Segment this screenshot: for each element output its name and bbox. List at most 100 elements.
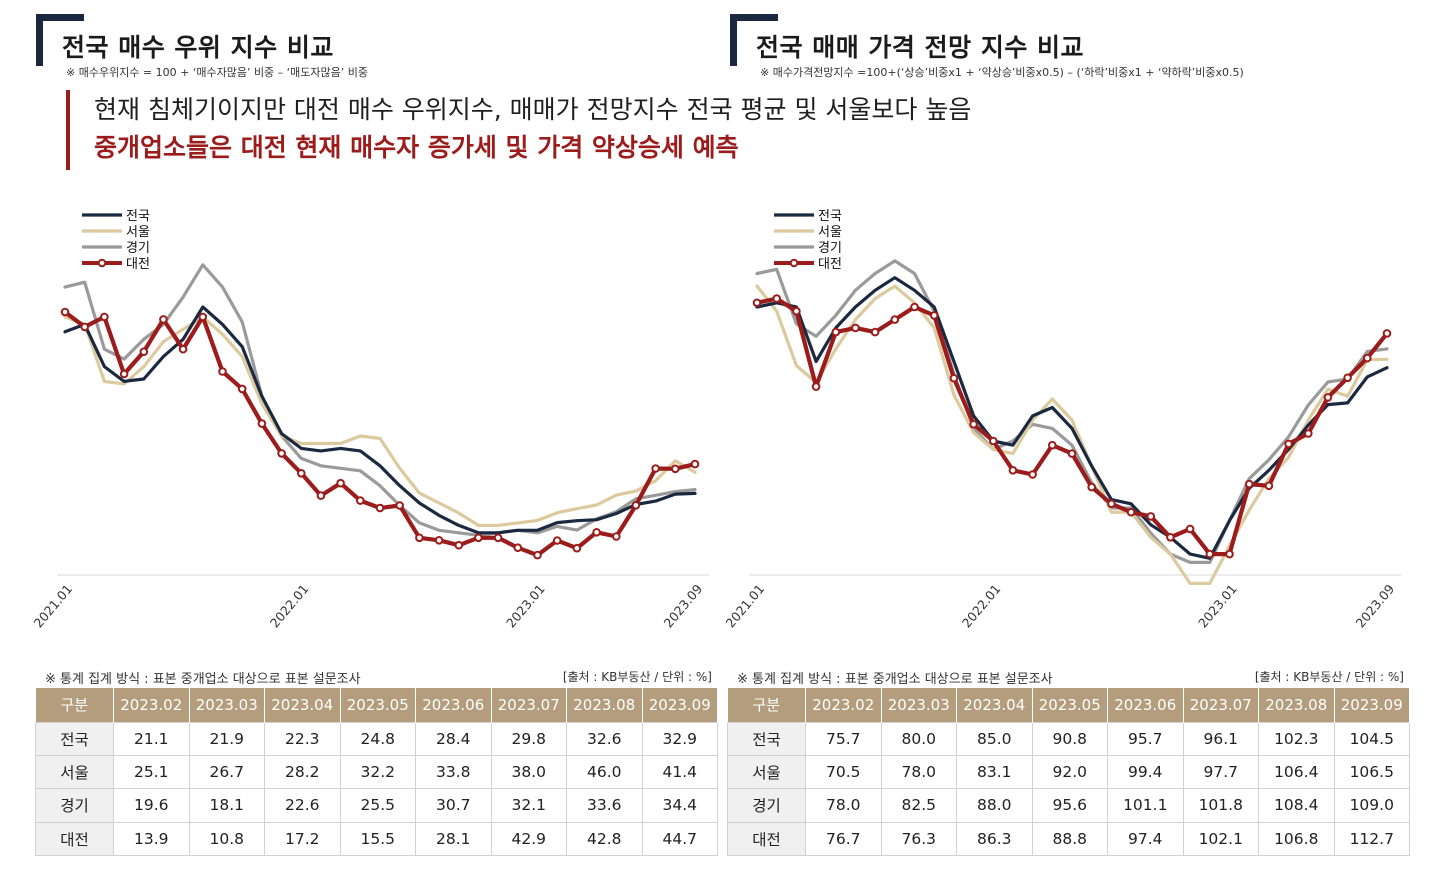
table-header-cell: 2023.04 [956, 688, 1033, 722]
table-cell: 26.7 [188, 754, 265, 790]
table-cell: 83.1 [956, 754, 1033, 790]
series-line-national [63, 305, 697, 535]
daejeon-point [1382, 329, 1392, 338]
legend-marker [97, 258, 107, 268]
table-cell: 42.9 [490, 821, 567, 857]
table-cell: 32.6 [566, 721, 643, 756]
table-header-cell: 2023.09 [642, 688, 718, 722]
daejeon-point [1284, 439, 1293, 449]
table-header-cell: 2023.07 [1183, 688, 1259, 722]
table-cell: 85.0 [956, 721, 1033, 756]
table-cell: 99.4 [1107, 754, 1184, 790]
table-cell: 95.6 [1031, 788, 1108, 823]
table-row: 서울 70.5 78.0 83.1 92.0 99.4 97.7 106.4 1… [727, 754, 1410, 790]
daejeon-point [851, 323, 860, 333]
table-cell: 86.3 [956, 821, 1033, 857]
table-meta: ※ 통계 집계 방식 : 표본 중개업소 대상으로 표본 설문조사 [출처 : … [35, 664, 718, 688]
daejeon-point [316, 491, 326, 500]
table-cell: 25.5 [339, 788, 416, 823]
daejeon-point [1225, 549, 1234, 559]
daejeon-point [375, 503, 385, 513]
table-row: 전국 75.7 80.0 85.0 90.8 95.7 96.1 102.3 1… [727, 721, 1410, 756]
table-cell: 46.0 [566, 754, 643, 790]
table-cell: 88.0 [956, 788, 1033, 823]
daejeon-point [1126, 507, 1136, 517]
table-header-cell: 구분 [35, 688, 114, 722]
table-cell: 95.7 [1107, 721, 1184, 756]
daejeon-point [969, 420, 978, 429]
right-chart-title: 전국 매매 가격 전망 지수 비교 [756, 33, 1085, 62]
table-header-cell: 2023.02 [805, 688, 882, 722]
x-tick-label: 2023.01 [503, 581, 548, 630]
daejeon-point [671, 464, 680, 474]
table-header-cell: 2023.05 [1032, 688, 1108, 722]
table-row-label: 전국 [35, 721, 114, 756]
table-cell: 102.3 [1258, 721, 1335, 756]
table-header-cell: 2023.07 [491, 688, 567, 722]
table-cell: 78.0 [880, 754, 957, 790]
daejeon-point [1087, 482, 1097, 492]
daejeon-point [811, 382, 821, 391]
daejeon-point [910, 302, 919, 312]
table-header-row: 구분 2023.02 2023.03 2023.04 2023.05 2023.… [35, 688, 718, 722]
daejeon-point [1166, 533, 1175, 542]
daejeon-point [1304, 429, 1313, 438]
legend-label: 대전 [126, 257, 150, 272]
corner-bracket-icon [730, 14, 778, 66]
table-cell: 28.1 [415, 821, 492, 857]
daejeon-point [690, 459, 700, 469]
table-row: 전국 21.1 21.9 22.3 24.8 28.4 29.8 32.6 32… [35, 721, 718, 756]
table-cell: 30.7 [415, 788, 492, 823]
legend-label: 대전 [818, 257, 842, 272]
table-cell: 108.4 [1258, 788, 1335, 823]
table-row-label: 대전 [35, 821, 114, 857]
table-source-note: [출처 : KB부동산 / 단위 : %] [1254, 670, 1404, 684]
daejeon-point [434, 536, 444, 545]
table-cell: 82.5 [880, 788, 957, 823]
table-cell: 32.2 [339, 754, 416, 790]
table-cell: 112.7 [1333, 821, 1410, 857]
daejeon-point [1244, 479, 1254, 489]
table-header-cell: 2023.09 [1334, 688, 1410, 722]
table-cell: 15.5 [339, 821, 416, 857]
series-line-gyeonggi [63, 263, 697, 537]
table-header-cell: 2023.06 [1107, 688, 1184, 722]
legend-label: 서울 [818, 225, 842, 240]
table-cell: 88.8 [1031, 821, 1108, 857]
daejeon-point [356, 496, 365, 505]
x-tick-label: 2023.09 [1353, 581, 1398, 630]
table-header-cell: 2023.08 [1258, 688, 1335, 722]
legend-marker [789, 258, 799, 268]
daejeon-point [415, 533, 424, 543]
legend-label: 경기 [818, 241, 842, 256]
daejeon-point [237, 384, 247, 394]
table-row: 경기 78.0 82.5 88.0 95.6 101.1 101.8 108.4… [727, 788, 1410, 823]
daejeon-point [1028, 470, 1037, 479]
daejeon-point [831, 327, 841, 337]
table-header-cell: 구분 [727, 688, 806, 722]
table-cell: 80.0 [880, 721, 957, 756]
daejeon-point [1008, 466, 1018, 475]
x-tick-label: 2022.01 [959, 581, 1004, 630]
table-cell: 22.6 [264, 788, 341, 823]
table-row: 서울 25.1 26.7 28.2 32.2 33.8 38.0 46.0 41… [35, 754, 718, 790]
daejeon-point [1205, 549, 1215, 559]
daejeon-point [474, 533, 483, 543]
daejeon-point [139, 347, 149, 356]
table-cell: 101.1 [1107, 788, 1184, 823]
daejeon-point [493, 533, 503, 543]
right-data-table: 구분 2023.02 2023.03 2023.04 2023.05 2023.… [727, 688, 1410, 857]
table-cell: 17.2 [264, 821, 341, 857]
daejeon-point [297, 469, 306, 478]
daejeon-point [454, 540, 464, 550]
daejeon-point [1067, 449, 1077, 458]
daejeon-point [80, 322, 90, 332]
table-cell: 76.7 [805, 821, 882, 857]
table-cell: 42.8 [566, 821, 643, 857]
table-cell: 106.4 [1258, 754, 1335, 790]
x-tick-label: 2023.01 [1195, 581, 1240, 630]
daejeon-point [1343, 373, 1352, 383]
table-cell: 33.8 [415, 754, 492, 790]
table-cell: 75.7 [805, 721, 882, 756]
